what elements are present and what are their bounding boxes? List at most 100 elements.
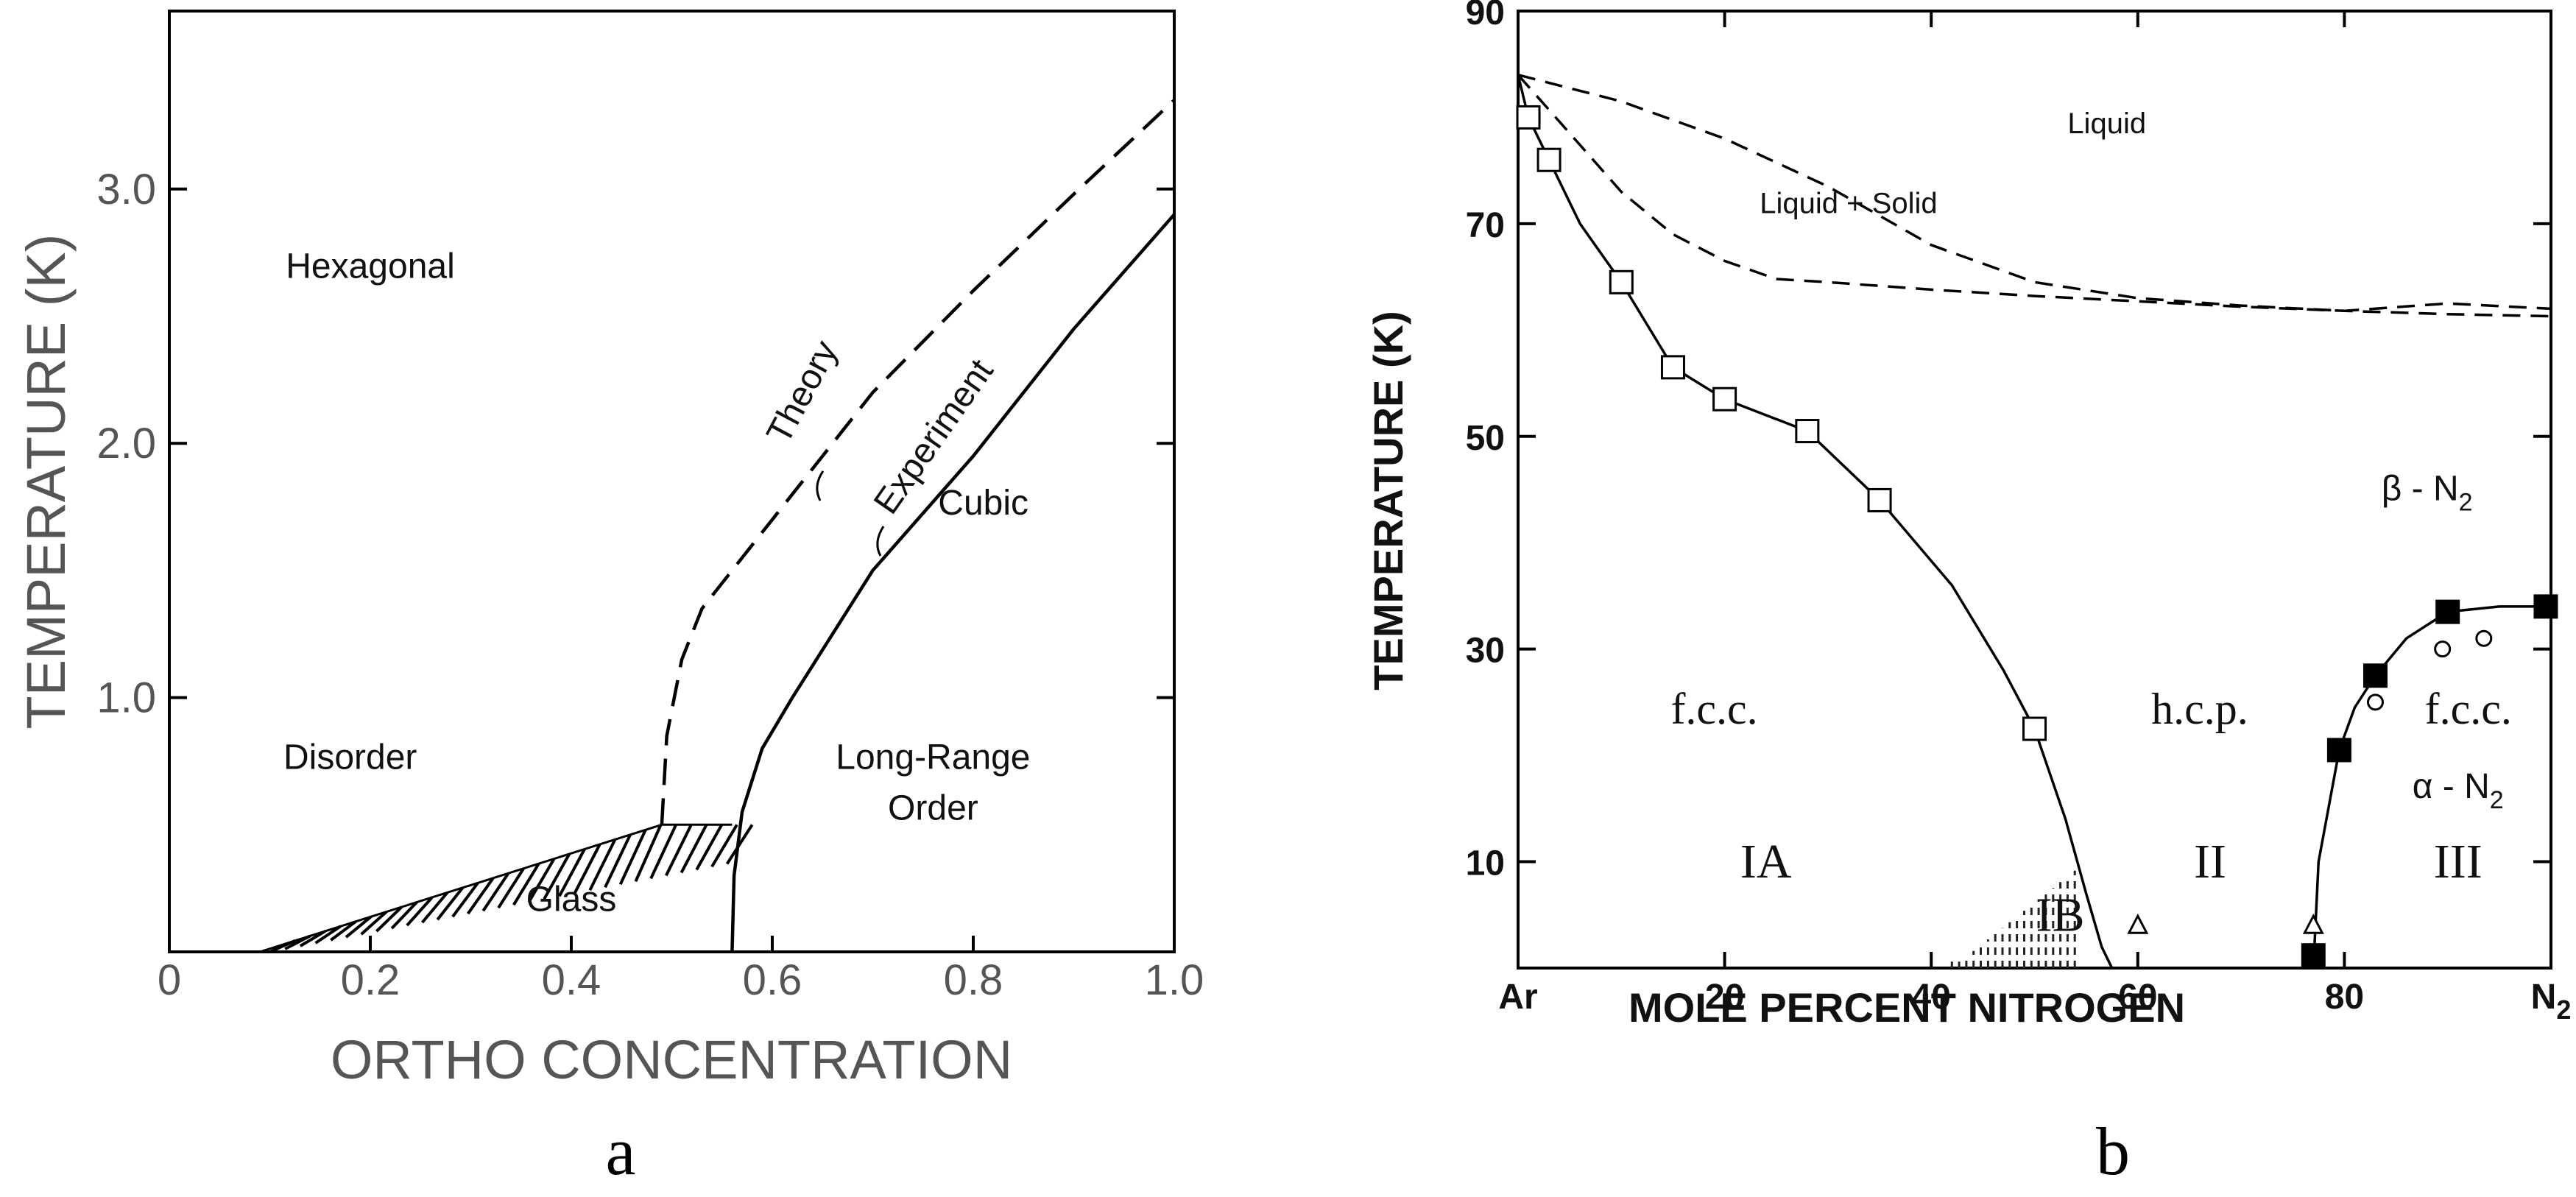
panel-b-annotation: f.c.c. (2425, 685, 2512, 733)
panel-a-glass-hatch-line (634, 824, 663, 883)
panel-a-glass-hatch-line (573, 843, 601, 894)
panel-b-plot-frame (1517, 10, 2552, 970)
panel-a-glass-hatch-line (512, 863, 540, 906)
panel-b-annotation: f.c.c. (1670, 685, 1757, 733)
panel-b-x-tick-label: N2 (2531, 978, 2572, 1025)
panel-a-plot-frame (168, 10, 1176, 953)
panel-b-filled-square-marker (2533, 594, 2558, 619)
panel-a-glass-hatch-line (451, 882, 479, 918)
panel-b-annotation: IB (2036, 888, 2085, 942)
panel-a-y-tick-label: 3.0 (96, 166, 156, 213)
panel-a-glass-hatch-line (665, 824, 693, 877)
panel-a-glass-hatch-line (618, 829, 647, 886)
panel-b-y-tick-label: 10 (1466, 844, 1505, 883)
panel-a-glass-hatch-line (390, 901, 418, 930)
panel-a-glass-hatch-line (680, 824, 708, 874)
panel-a-glass-hatch-line (497, 867, 525, 909)
panel-a-annotation: Disorder (283, 738, 417, 777)
panel-a-x-tick-label: 1.0 (1145, 956, 1204, 1004)
panel-b-y-tick-label: 30 (1466, 632, 1505, 671)
panel-a-glass-hatch-line (436, 886, 464, 921)
panel-b-line-2 (1517, 74, 2114, 969)
panel-a-annotation: Order (888, 788, 978, 827)
panel-a-glass-hatch-line (420, 891, 449, 924)
panel-a-glass-hatch-line (345, 915, 373, 939)
panel-b-line-0 (1517, 74, 2552, 313)
panel-b-y-tick-label: 70 (1466, 206, 1505, 245)
panel-b-region-labels: Liquid Liquid + Solid β - N2 f.c.c. h.c.p. f.… (1670, 107, 2511, 942)
panel-b-annotation: IA (1740, 835, 1792, 889)
panel-b-figure-label: b (2096, 1114, 2130, 1189)
panel-b-filled-square-marker (2362, 663, 2388, 688)
panel-a-x-tick-label: 0.4 (542, 956, 601, 1004)
panel-b-open-circle-marker (2434, 640, 2452, 658)
panel-a-experiment-pointer (876, 526, 885, 557)
panel-a-x-axis-label: ORTHO CONCENTRATION (331, 1029, 1012, 1090)
panel-a-annotation: Theory (759, 334, 845, 450)
panel-a-glass-hatch-line (710, 824, 738, 868)
panel-a-glass-hatch-line (604, 833, 632, 889)
panel-a-glass-hatch-line (695, 824, 724, 871)
panel-b-x-tick-label: 80 (2325, 978, 2364, 1017)
panel-a-phase-diagram: 0 0.2 0.4 0.6 0.8 1.0 1.0 2.0 3.0 Hexagonal Cubic… (15, 10, 1204, 1189)
panel-a-line-experiment (730, 213, 1176, 953)
panel-a-glass-hatch-line (543, 853, 571, 900)
panel-b-open-square-marker (1795, 419, 1820, 444)
panel-a-glass-hatch-line (360, 911, 388, 936)
panel-a-annotation: Glass (526, 880, 617, 919)
panel-a-figure-label: a (606, 1114, 636, 1189)
panel-a-glass-hatch-line (314, 925, 342, 944)
panel-b-annotation: Liquid (2067, 107, 2146, 140)
panel-b-annotation: α - N2 (2413, 767, 2504, 814)
panel-b-x-axis-label: MOLE PERCENT NITROGEN (1628, 984, 2185, 1031)
panel-a-glass-hatch-region (259, 823, 754, 953)
panel-b-x-tick-label: 40 (1912, 978, 1951, 1017)
panel-b-data-markers (1516, 105, 2558, 968)
panel-a-theory-pointer (816, 470, 825, 501)
panel-a-glass-hatch-line (527, 858, 556, 903)
panel-a-x-tick-label: 0.2 (341, 956, 400, 1004)
panel-b-filled-square-marker (2301, 943, 2326, 968)
panel-b-ib-hatch-region (1950, 870, 2076, 968)
panel-a-axis-ticks: 0 0.2 0.4 0.6 0.8 1.0 1.0 2.0 3.0 (96, 166, 1204, 1004)
panel-b-open-square-marker (1712, 386, 1737, 412)
panel-a-y-tick-label: 1.0 (96, 674, 156, 722)
panel-b-open-circle-marker (2366, 693, 2384, 711)
panel-b-open-square-marker (1516, 105, 1541, 130)
panel-a-glass-hatch-line (558, 848, 586, 897)
panel-a-glass-hatch-line (375, 905, 403, 933)
panel-a-x-tick-label: 0 (158, 956, 181, 1004)
panel-b-open-square-marker (1660, 355, 1685, 380)
panel-b-filled-square-marker (2326, 738, 2351, 763)
panel-b-open-triangle-marker (2302, 913, 2324, 934)
panel-b-open-square-marker (2022, 716, 2047, 741)
panel-b-phase-diagram: Ar 20 40 60 80 N2 10 30 50 70 90 Liquid Liquid + So… (1365, 0, 2571, 1189)
panel-a-glass-hatch-line (406, 896, 434, 927)
panel-a-glass-hatch-line (330, 920, 357, 942)
panel-a-glass-hatch-line (588, 838, 617, 891)
panel-a-annotation: Hexagonal (286, 247, 455, 286)
panel-a-x-tick-label: 0.6 (743, 956, 802, 1004)
panel-a-y-axis-label: TEMPERATURE (K) (15, 234, 77, 730)
panel-a-x-tick-label: 0.8 (944, 956, 1003, 1004)
panel-b-open-triangle-marker (2127, 913, 2149, 934)
panel-b-x-tick-label: 60 (2118, 978, 2157, 1017)
panel-a-glass-hatch-line (649, 824, 678, 880)
panel-b-axis-ticks: Ar 20 40 60 80 N2 10 30 50 70 90 (1466, 0, 2572, 1025)
panel-a-phase-lines (660, 99, 1176, 953)
panel-b-annotation: h.c.p. (2151, 685, 2248, 733)
panel-a-annotation: Cubic (938, 484, 1028, 523)
panel-b-open-square-marker (1609, 269, 1634, 294)
panel-a-annotation: Long-Range (836, 738, 1030, 777)
panel-b-open-square-marker (1536, 147, 1562, 172)
panel-b-annotation: Liquid + Solid (1760, 187, 1937, 219)
panel-b-open-square-marker (1867, 487, 1892, 512)
panel-b-annotation: III (2434, 835, 2483, 889)
panel-b-y-tick-label: 90 (1466, 0, 1505, 32)
panel-b-y-axis-label: TEMPERATURE (K) (1365, 311, 1411, 690)
panel-b-annotation: II (2194, 835, 2226, 889)
panel-b-y-tick-label: 50 (1466, 419, 1505, 458)
panel-b-x-tick-label: 20 (1705, 978, 1744, 1017)
panel-b-x-tick-label: Ar (1498, 978, 1537, 1017)
